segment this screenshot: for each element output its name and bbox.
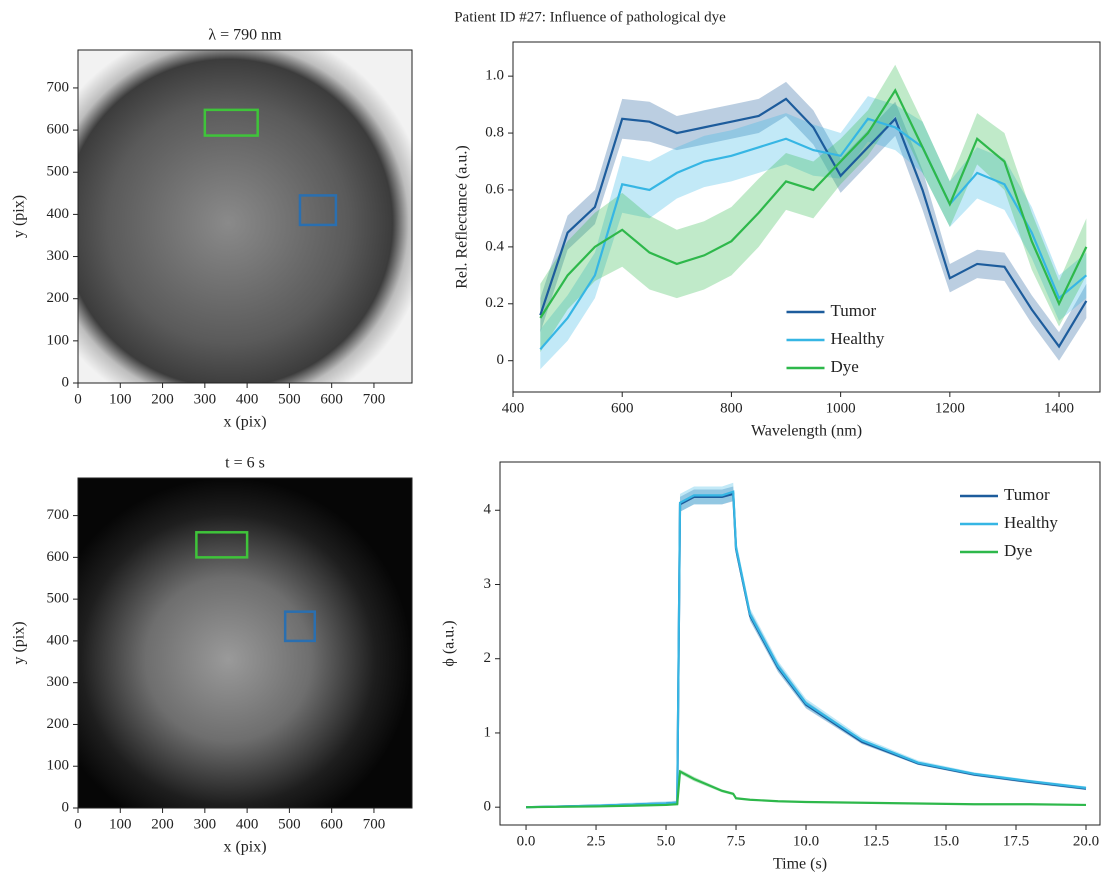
y-tick-label: 2 bbox=[484, 650, 492, 666]
x-tick-label: 10.0 bbox=[793, 833, 819, 849]
panel-title: λ = 790 nm bbox=[208, 27, 282, 44]
x-axis-label: Time (s) bbox=[773, 856, 827, 873]
y-tick-label: 500 bbox=[47, 591, 70, 607]
y-tick-label: 300 bbox=[47, 248, 70, 264]
x-tick-label: 1200 bbox=[935, 400, 965, 416]
x-tick-label: 600 bbox=[611, 400, 634, 416]
line bbox=[526, 492, 1087, 809]
y-tick-label: 700 bbox=[47, 507, 70, 523]
error-band bbox=[540, 96, 1087, 370]
y-tick-label: 200 bbox=[47, 716, 70, 732]
y-tick-label: 0.2 bbox=[485, 295, 504, 311]
x-tick-label: 800 bbox=[720, 400, 743, 416]
figure-title: Patient ID #27: Influence of pathologica… bbox=[454, 9, 726, 25]
error-band bbox=[526, 482, 1087, 808]
panel-title: t = 6 s bbox=[225, 455, 265, 472]
axes-frame bbox=[77, 49, 413, 384]
y-tick-label: 700 bbox=[47, 79, 70, 95]
y-tick-label: 4 bbox=[484, 502, 492, 518]
x-tick-label: 600 bbox=[320, 816, 343, 832]
y-tick-label: 100 bbox=[47, 332, 70, 348]
x-tick-label: 700 bbox=[363, 816, 386, 832]
x-tick-label: 2.5 bbox=[587, 833, 606, 849]
y-tick-label: 600 bbox=[47, 549, 70, 565]
x-tick-label: 200 bbox=[151, 391, 174, 407]
image bbox=[78, 478, 412, 808]
y-axis-label: Rel. Reflectance (a.u.) bbox=[454, 145, 471, 288]
region bbox=[283, 610, 317, 643]
y-tick-label: 1 bbox=[484, 724, 492, 740]
x-tick-label: 12.5 bbox=[863, 833, 889, 849]
x-tick-label: 700 bbox=[363, 391, 386, 407]
y-tick-label: 100 bbox=[47, 758, 70, 774]
line bbox=[539, 117, 1088, 351]
x-tick-label: 300 bbox=[194, 816, 217, 832]
y-axis-label: y (pix) bbox=[11, 195, 28, 238]
x-tick-label: 100 bbox=[109, 391, 132, 407]
y-tick-label: 0.8 bbox=[485, 124, 504, 140]
y-tick-label: 0 bbox=[62, 374, 70, 390]
line bbox=[539, 97, 1088, 349]
axes-frame bbox=[499, 461, 1101, 826]
x-tick-label: 0 bbox=[74, 391, 82, 407]
x-tick-label: 20.0 bbox=[1073, 833, 1099, 849]
y-tick-label: 400 bbox=[47, 206, 70, 222]
y-tick-label: 0 bbox=[497, 352, 505, 368]
y-tick-label: 1.0 bbox=[485, 68, 504, 84]
y-tick-label: 300 bbox=[47, 674, 70, 690]
error-band bbox=[540, 64, 1087, 353]
line bbox=[539, 88, 1088, 319]
legend-label: Tumor bbox=[831, 301, 877, 320]
x-tick-label: 100 bbox=[109, 816, 132, 832]
legend-label: Healthy bbox=[831, 329, 885, 348]
legend-label: Dye bbox=[1004, 541, 1032, 560]
region bbox=[195, 531, 249, 559]
x-tick-label: 600 bbox=[320, 391, 343, 407]
x-tick-label: 7.5 bbox=[727, 833, 746, 849]
x-tick-label: 300 bbox=[194, 391, 217, 407]
x-tick-label: 400 bbox=[502, 400, 525, 416]
x-tick-label: 15.0 bbox=[933, 833, 959, 849]
y-tick-label: 200 bbox=[47, 290, 70, 306]
region bbox=[298, 194, 338, 227]
legend-label: Dye bbox=[831, 357, 859, 376]
x-axis-label: x (pix) bbox=[223, 414, 266, 431]
y-tick-label: 0 bbox=[484, 799, 492, 815]
x-tick-label: 500 bbox=[278, 391, 301, 407]
legend-label: Healthy bbox=[1004, 513, 1058, 532]
x-tick-label: 17.5 bbox=[1003, 833, 1029, 849]
y-tick-label: 0.4 bbox=[485, 238, 504, 254]
x-axis-label: x (pix) bbox=[223, 839, 266, 856]
x-tick-label: 5.0 bbox=[657, 833, 676, 849]
line bbox=[526, 769, 1087, 809]
legend-label: Tumor bbox=[1004, 485, 1050, 504]
y-tick-label: 400 bbox=[47, 632, 70, 648]
region bbox=[203, 108, 259, 137]
y-axis-label: ϕ (a.u.) bbox=[441, 620, 458, 666]
y-tick-label: 500 bbox=[47, 164, 70, 180]
x-axis-label: Wavelength (nm) bbox=[751, 423, 862, 440]
x-tick-label: 500 bbox=[278, 816, 301, 832]
line bbox=[526, 490, 1087, 809]
axes-frame bbox=[77, 477, 413, 809]
error-band bbox=[526, 486, 1087, 808]
y-tick-label: 0.6 bbox=[485, 181, 504, 197]
y-tick-label: 0 bbox=[62, 799, 70, 815]
y-tick-label: 600 bbox=[47, 122, 70, 138]
axes-frame bbox=[512, 41, 1101, 393]
error-band bbox=[540, 81, 1087, 361]
x-tick-label: 1000 bbox=[826, 400, 856, 416]
x-tick-label: 200 bbox=[151, 816, 174, 832]
x-tick-label: 0.0 bbox=[517, 833, 536, 849]
y-tick-label: 3 bbox=[484, 576, 492, 592]
x-tick-label: 0 bbox=[74, 816, 82, 832]
x-tick-label: 400 bbox=[236, 391, 259, 407]
x-tick-label: 1400 bbox=[1044, 400, 1074, 416]
y-axis-label: y (pix) bbox=[11, 621, 28, 664]
x-tick-label: 400 bbox=[236, 816, 259, 832]
image bbox=[78, 50, 412, 383]
